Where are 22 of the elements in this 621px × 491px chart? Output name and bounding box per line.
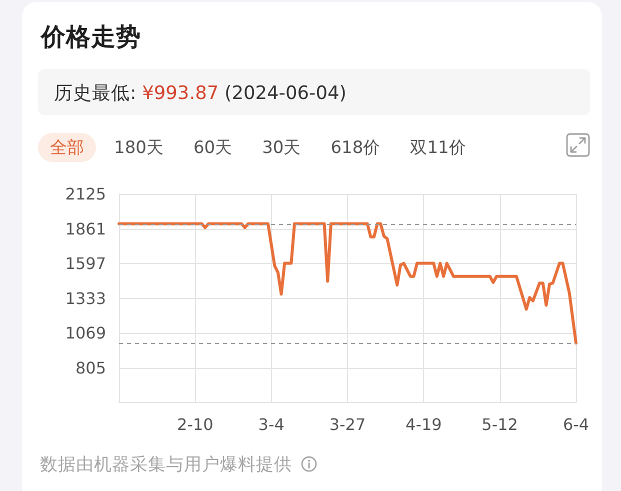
line-series — [118, 222, 578, 345]
text: 60天 — [192, 137, 234, 160]
text: 30天 — [261, 137, 302, 160]
text: 数据由机器采集与用户爆料提供 — [40, 454, 292, 476]
y-tick-label: 805 — [75, 358, 106, 378]
text: 全部 — [38, 133, 96, 162]
y-tick-label: 1333 — [65, 288, 106, 308]
y-tick-label: 2125 — [65, 184, 106, 204]
chart-title: 价格走势 — [41, 21, 141, 53]
y-tick-label: 1861 — [65, 219, 106, 238]
x-tick-label: 3-4 — [258, 415, 284, 434]
chart-subtitle: 历史最低: ¥993.87 (2024-06-04) — [54, 83, 346, 104]
x-tick-label: 5-12 — [482, 415, 518, 434]
x-tick-label: 2-10 — [177, 415, 214, 434]
x-tick-label: 3-27 — [329, 415, 366, 434]
x-tick-label: 6-4 — [562, 415, 590, 434]
text: 双11价 — [409, 137, 467, 160]
y-tick-label: 1069 — [65, 324, 106, 343]
y-tick-label: 1597 — [65, 254, 106, 274]
text: 618价 — [330, 137, 382, 160]
x-tick-label: 4-19 — [406, 415, 442, 434]
text: 180天 — [113, 137, 164, 160]
